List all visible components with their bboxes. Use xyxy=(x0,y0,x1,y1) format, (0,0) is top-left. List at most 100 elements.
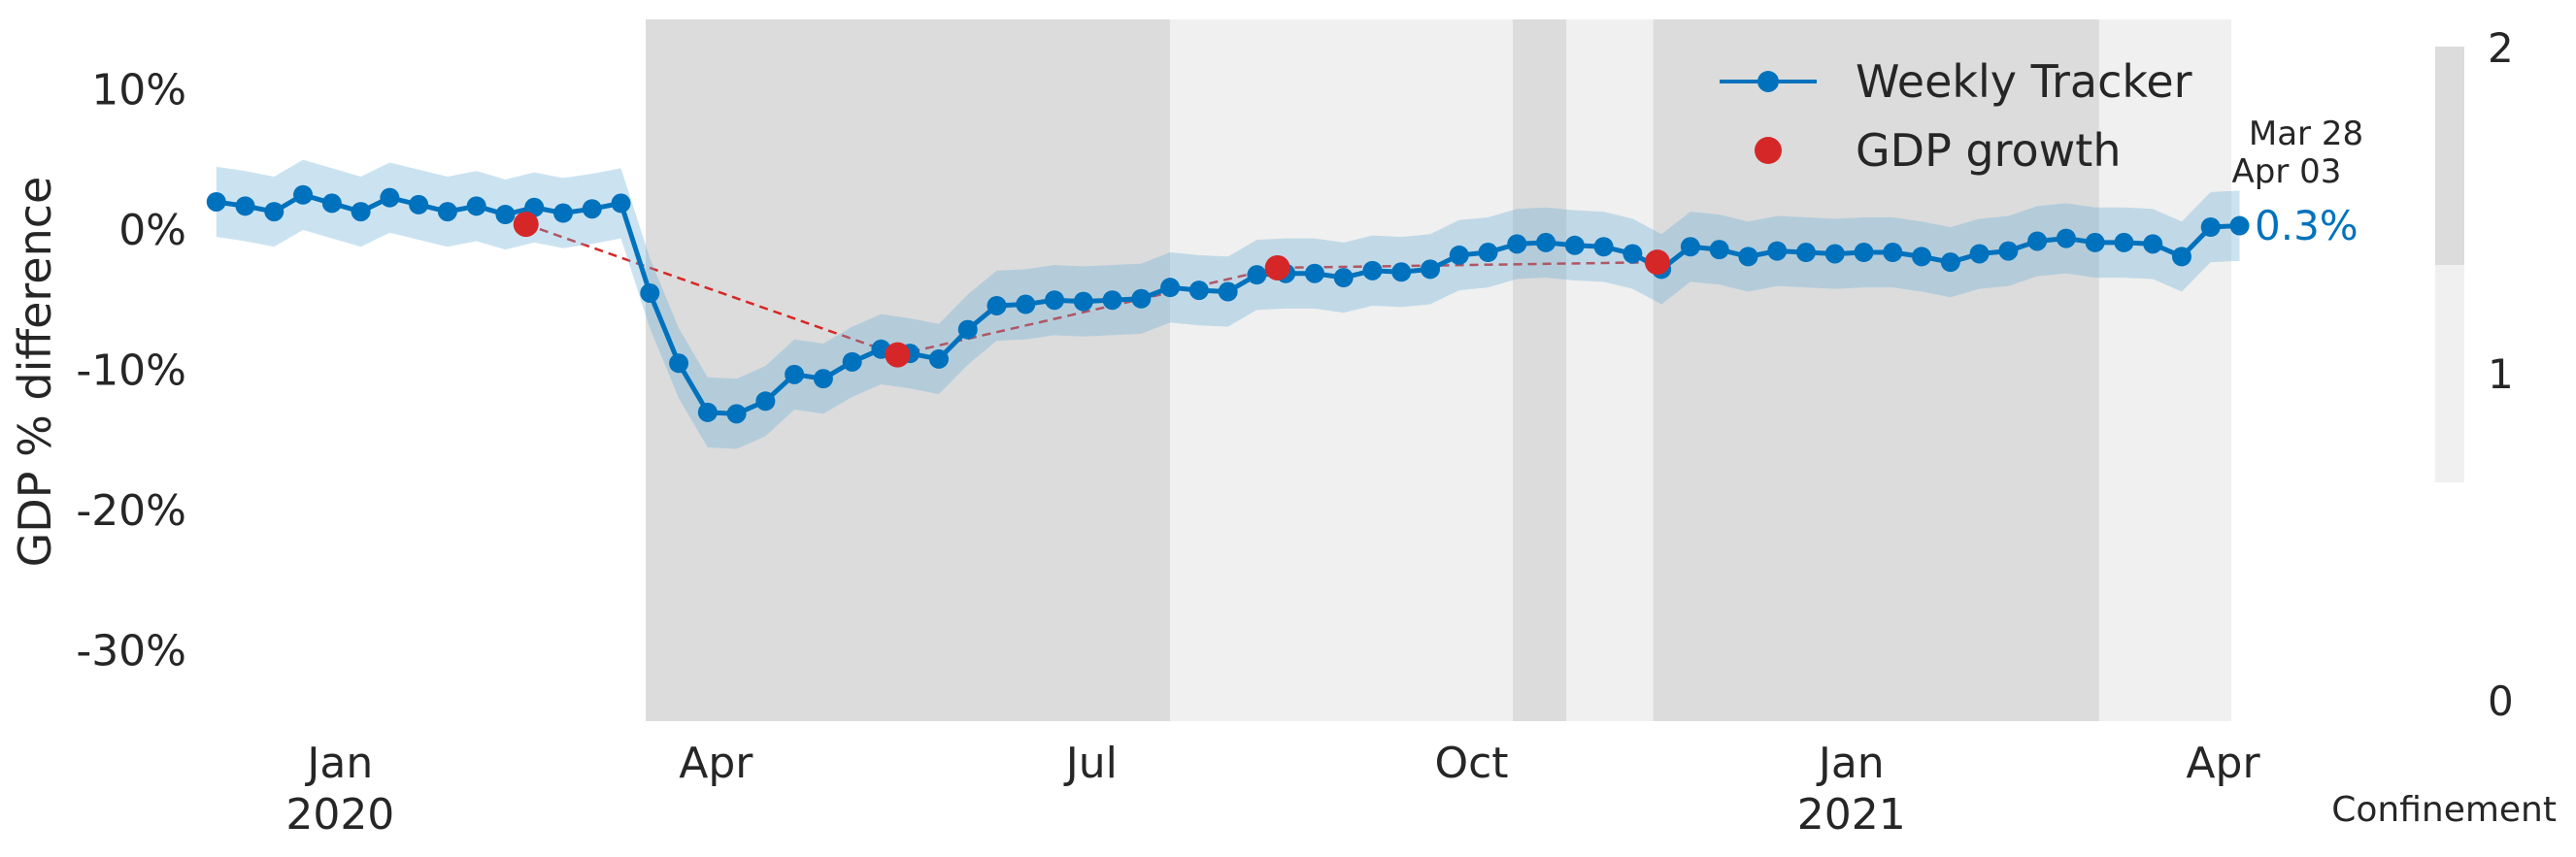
weekly-tracker-point-40 xyxy=(1362,260,1383,280)
y-tick-label-4: -30% xyxy=(76,627,186,676)
weekly-tracker-point-29 xyxy=(1045,290,1065,311)
weekly-tracker-point-34 xyxy=(1188,280,1209,301)
colorbar-label: Confinement xyxy=(2331,790,2557,830)
legend: Weekly Tracker GDP growth xyxy=(1720,55,2192,177)
weekly-tracker-point-28 xyxy=(1016,294,1036,314)
weekly-tracker-point-51 xyxy=(1680,237,1700,257)
colorbar-segment-level-2 xyxy=(2435,47,2464,265)
weekly-tracker-point-54 xyxy=(1767,241,1788,261)
confinement-period-2 xyxy=(1513,19,1567,721)
y-tick-label-1: 0% xyxy=(118,206,186,255)
legend-gdp-growth-marker xyxy=(1755,137,1782,164)
x-tick-label-4: Jan xyxy=(1816,739,1885,788)
weekly-tracker-point-9 xyxy=(466,196,486,216)
annotation-value: 0.3% xyxy=(2255,202,2359,249)
weekly-tracker-point-35 xyxy=(1218,281,1238,302)
y-axis: 10% 0% -10% -20% -30% xyxy=(76,65,186,676)
colorbar-tick-0: 0 xyxy=(2488,677,2514,725)
weekly-tracker-point-8 xyxy=(437,202,457,222)
x-tick-label-5: Apr xyxy=(2186,739,2260,788)
weekly-tracker-point-1 xyxy=(235,196,255,216)
confinement-period-0 xyxy=(646,19,1171,721)
weekly-tracker-point-30 xyxy=(1073,291,1093,312)
weekly-tracker-point-41 xyxy=(1391,262,1412,282)
last-value-annotation: Mar 28 Apr 03 0.3% xyxy=(2232,115,2364,249)
weekly-tracker-point-19 xyxy=(755,391,776,412)
weekly-tracker-point-69 xyxy=(2200,217,2221,238)
weekly-tracker-point-7 xyxy=(409,194,429,214)
legend-weekly-tracker-label: Weekly Tracker xyxy=(1856,55,2192,108)
weekly-tracker-point-49 xyxy=(1623,244,1643,264)
weekly-tracker-series xyxy=(206,184,2250,424)
confinement-shading xyxy=(646,19,2231,721)
confinement-period-4 xyxy=(1653,19,2099,721)
confidence-band xyxy=(216,159,2240,449)
weekly-tracker-point-25 xyxy=(928,348,949,369)
weekly-tracker-point-70 xyxy=(2229,215,2250,236)
weekly-tracker-point-6 xyxy=(380,187,400,208)
weekly-tracker-point-39 xyxy=(1333,268,1354,288)
confinement-period-1 xyxy=(1170,19,1514,721)
weekly-tracker-point-44 xyxy=(1478,243,1498,263)
tracker-uncertainty-band xyxy=(216,159,2240,449)
weekly-tracker-point-43 xyxy=(1449,245,1469,265)
weekly-tracker-point-64 xyxy=(2056,228,2076,248)
confinement-period-5 xyxy=(2098,19,2231,721)
weekly-tracker-point-52 xyxy=(1709,240,1729,260)
weekly-tracker-point-16 xyxy=(669,353,689,374)
gdp-growth-dashed-line xyxy=(525,222,1657,356)
weekly-tracker-point-13 xyxy=(582,199,602,219)
weekly-tracker-point-58 xyxy=(1883,243,1903,263)
weekly-tracker-point-33 xyxy=(1160,278,1181,298)
weekly-tracker-point-17 xyxy=(697,402,718,422)
weekly-tracker-point-68 xyxy=(2171,247,2191,267)
y-tick-label-3: -20% xyxy=(76,486,186,536)
weekly-tracker-point-18 xyxy=(726,404,747,424)
x-tick-year-4: 2021 xyxy=(1797,790,1906,840)
weekly-tracker-point-53 xyxy=(1738,247,1758,267)
weekly-tracker-point-14 xyxy=(611,193,631,214)
y-tick-label-0: 10% xyxy=(91,65,186,115)
weekly-tracker-point-27 xyxy=(987,295,1007,315)
weekly-tracker-point-67 xyxy=(2143,234,2163,254)
weekly-tracker-point-46 xyxy=(1536,232,1556,252)
weekly-tracker-point-4 xyxy=(321,193,342,214)
weekly-tracker-point-42 xyxy=(1421,259,1441,280)
y-axis-label: GDP % difference xyxy=(9,177,61,568)
weekly-tracker-point-38 xyxy=(1304,263,1324,283)
confinement-colorbar: 2 1 0 Confinement xyxy=(2331,24,2557,830)
x-tick-label-1: Apr xyxy=(679,739,753,788)
weekly-tracker-point-63 xyxy=(2027,231,2048,251)
weekly-tracker-point-15 xyxy=(640,282,660,303)
weekly-tracker-point-12 xyxy=(552,203,573,223)
weekly-tracker-point-21 xyxy=(813,369,833,389)
x-tick-year-0: 2020 xyxy=(285,790,394,840)
gdp-growth-points xyxy=(513,212,1670,368)
weekly-tracker-point-62 xyxy=(1998,241,2019,261)
weekly-tracker-point-48 xyxy=(1593,237,1614,257)
confinement-period-3 xyxy=(1566,19,1654,721)
weekly-tracker-point-5 xyxy=(351,202,371,222)
weekly-tracker-point-61 xyxy=(1969,244,1990,264)
legend-weekly-tracker-marker xyxy=(1757,71,1779,92)
weekly-tracker-point-65 xyxy=(2085,232,2105,252)
x-tick-label-3: Oct xyxy=(1434,739,1508,788)
colorbar-segment-level-1 xyxy=(2435,265,2464,482)
weekly-tracker-point-59 xyxy=(1912,247,1932,267)
weekly-tracker-point-26 xyxy=(957,319,978,340)
weekly-tracker-point-66 xyxy=(2114,232,2134,252)
x-tick-label-0: Jan xyxy=(304,739,373,788)
gdp-growth-connector xyxy=(525,222,1657,356)
weekly-tracker-point-60 xyxy=(1940,252,1960,273)
gdp-growth-point-1 xyxy=(885,342,911,368)
gdp-growth-point-3 xyxy=(1644,249,1670,276)
gdp-growth-point-2 xyxy=(1264,254,1290,280)
gdp-growth-point-0 xyxy=(513,212,539,238)
weekly-tracker-point-20 xyxy=(785,364,805,384)
weekly-tracker-point-56 xyxy=(1824,244,1845,264)
weekly-tracker-point-36 xyxy=(1247,265,1267,285)
weekly-tracker-point-0 xyxy=(206,191,226,212)
weekly-tracker-point-31 xyxy=(1102,290,1122,311)
